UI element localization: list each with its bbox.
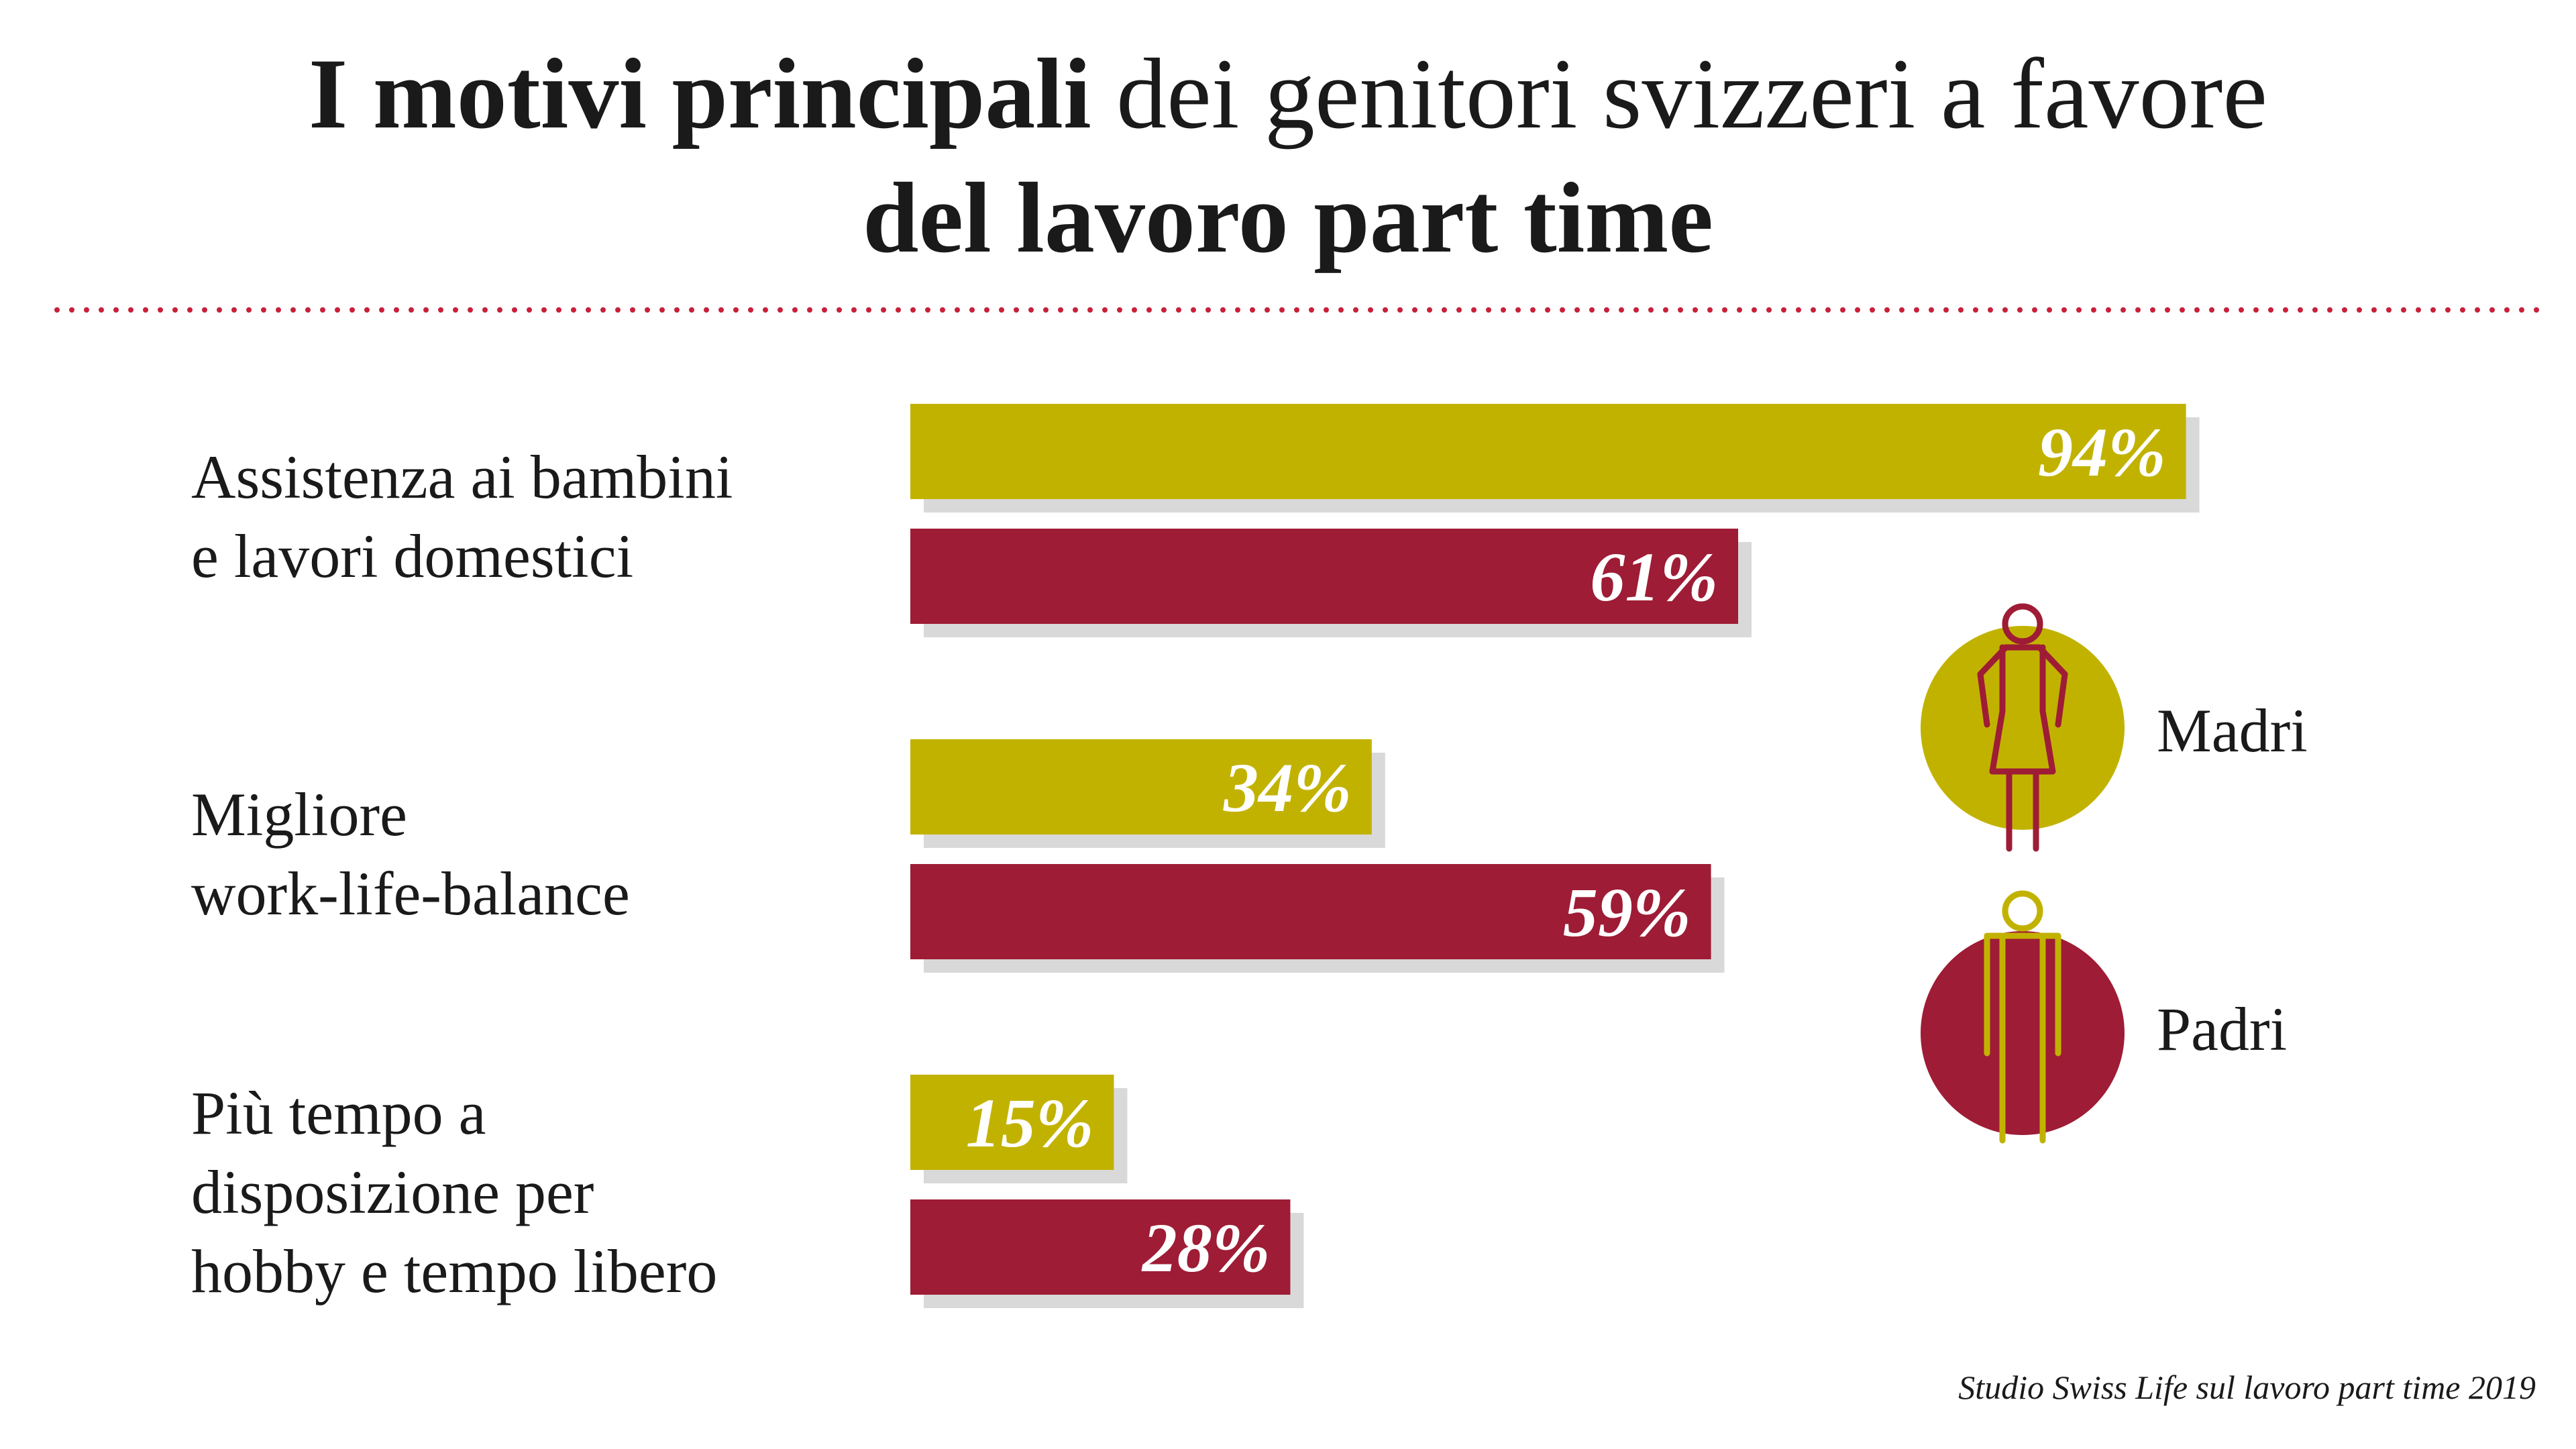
- category-label-line: e lavori domestici: [191, 522, 633, 590]
- bar-madri-1: [910, 404, 2186, 499]
- bar-padri-1: [910, 529, 1739, 624]
- bar-padri-3: [910, 1199, 1291, 1295]
- value-label-padri-3: 28%: [1141, 1210, 1271, 1287]
- value-label-madri-2: 34%: [1223, 749, 1352, 826]
- chart-title-line2: del lavoro part time: [863, 162, 1713, 274]
- category-label-2: Migliore work-life-balance: [191, 780, 630, 928]
- bar-madri-3: [910, 1075, 1114, 1170]
- category-label-line: Assistenza ai bambini: [191, 443, 733, 511]
- category-label-line: hobby e tempo libero: [191, 1237, 717, 1305]
- legend-madri: Madri: [1921, 603, 2308, 852]
- man-icon: [1984, 890, 2061, 1144]
- woman-icon: [1977, 603, 2068, 852]
- value-label-padri-1: 61%: [1590, 539, 1718, 616]
- padri-legend-swatch: [1921, 931, 2125, 1135]
- madri-legend-swatch: [1921, 626, 2125, 830]
- category-label-line: Migliore: [191, 780, 407, 849]
- category-label-line: work-life-balance: [191, 859, 630, 928]
- bars-group: 94% 34% 15% 61% 59% 28%: [910, 404, 2200, 1308]
- category-label-1: Assistenza ai bambini e lavori domestici: [191, 443, 733, 590]
- bar-padri-2: [910, 864, 1711, 959]
- legend-label-padri: Padri: [2157, 995, 2287, 1063]
- legend-padri: Padri: [1921, 890, 2287, 1144]
- category-label-line: Più tempo a: [191, 1079, 486, 1147]
- category-labels: Assistenza ai bambini e lavori domestici M…: [191, 443, 733, 1305]
- category-label-line: disposizione per: [191, 1158, 594, 1226]
- title-regular-part: dei genitori svizzeri a favore: [1091, 38, 2267, 150]
- value-label-padri-2: 59%: [1563, 874, 1691, 951]
- category-label-3: Più tempo a disposizione per hobby e tempo…: [191, 1079, 717, 1305]
- source-note: Studio Swiss Life sul lavoro part time 2…: [1958, 1368, 2536, 1406]
- value-label-madri-1: 94%: [2038, 414, 2166, 491]
- chart-title-line1: I motivi principali dei genitori svizzer…: [309, 38, 2267, 150]
- bar-madri-2: [910, 739, 1372, 835]
- value-label-madri-3: 15%: [966, 1085, 1094, 1162]
- legend-label-madri: Madri: [2157, 696, 2308, 765]
- title-bold-part: I motivi principali: [309, 38, 1091, 150]
